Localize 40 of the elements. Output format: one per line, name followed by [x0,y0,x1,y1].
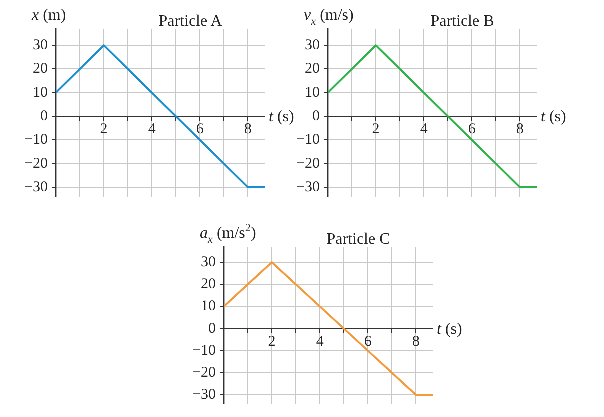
x-tick-label: 8 [412,334,420,350]
x-tick-label: 6 [364,334,372,350]
y-tick-label: 30 [201,254,216,270]
y-tick-label: 30 [305,38,320,54]
x-tick-label: 4 [148,121,156,138]
y-tick-label: −30 [296,179,320,196]
y-tick-label: 0 [40,108,48,124]
y-tick-label: 10 [201,298,216,315]
y-tick-label: −10 [296,132,320,148]
x-tick-label: 2 [372,121,380,138]
x-tick-label: 2 [100,121,108,138]
x-axis-title: t (s) [269,108,294,126]
y-tick-label: 20 [305,61,320,78]
x-tick-label: 6 [196,121,204,138]
y-tick-label: 20 [201,276,216,293]
y-tick-label: −10 [192,342,216,359]
y-tick-label: −30 [24,179,48,196]
y-tick-label: −20 [296,156,320,172]
y-tick-label: −30 [192,387,216,404]
y-tick-label: 0 [312,108,320,124]
y-tick-label: −10 [24,132,48,148]
chart-title: Particle A [158,13,223,30]
x-tick-label: 6 [468,121,476,138]
chart-title: Particle C [326,231,390,248]
y-tick-label: 0 [208,320,216,337]
x-tick-label: 8 [516,121,524,138]
y-tick-label: −20 [24,156,48,172]
x-axis-title: t (s) [437,320,462,338]
y-tick-label: 10 [33,84,48,101]
x-axis-title: t (s) [541,108,566,126]
x-tick-label: 2 [268,334,276,350]
y-tick-label: 20 [33,61,48,78]
y-tick-label: −20 [192,364,216,381]
x-tick-label: 4 [420,121,428,138]
x-tick-label: 8 [244,121,252,138]
y-axis-title: x (m) [31,7,66,24]
x-tick-label: 4 [316,334,324,350]
chart-title: Particle B [430,13,494,30]
y-tick-label: 10 [305,84,320,101]
y-tick-label: 30 [33,38,48,54]
